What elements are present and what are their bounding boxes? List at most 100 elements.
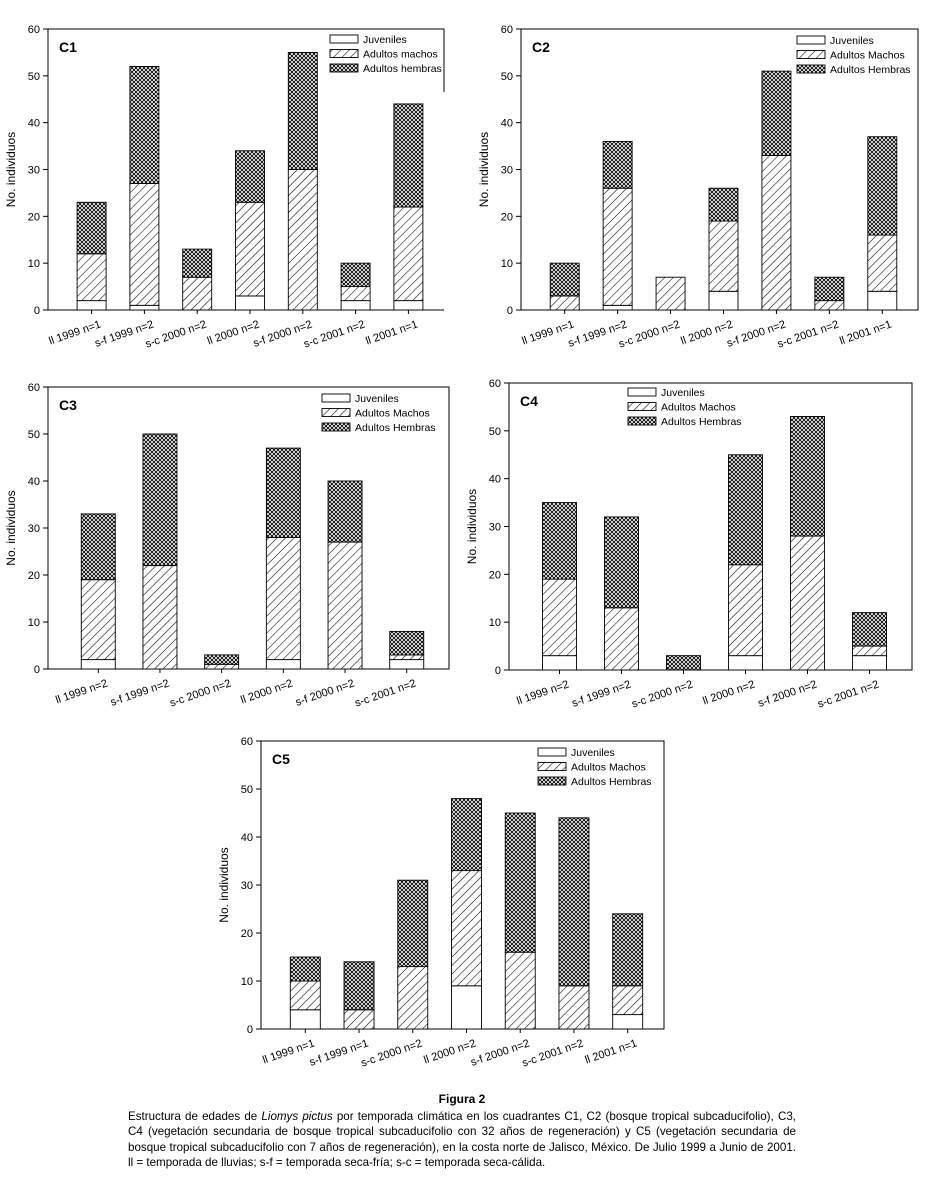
legend-swatch-juveniles [537, 747, 567, 757]
legend-swatch-hembras [796, 64, 826, 74]
caption-text-lead: Estructura de edades de [128, 1109, 262, 1123]
bar-machos [76, 253, 107, 302]
bar-hembras [289, 956, 321, 982]
x-tick-label: ll 1999 n=1 [261, 1037, 316, 1066]
caption-title: Figura 2 [438, 1092, 486, 1106]
legend-label-machos: Adultos Machos [355, 408, 430, 420]
y-tick-label: 40 [28, 476, 40, 488]
bar-machos [235, 201, 265, 297]
x-tick-label: ll 1999 n=2 [515, 678, 570, 707]
bar-machos [182, 276, 213, 311]
y-tick-label: 10 [28, 617, 40, 629]
bar-hembras [76, 201, 107, 255]
x-tick-label: s-f 1999 n=2 [570, 678, 632, 709]
bar-machos [708, 220, 739, 292]
bar-hembras [451, 798, 482, 872]
bar-juveniles [129, 304, 160, 311]
bar-hembras [182, 248, 213, 278]
y-tick-label: 50 [489, 426, 501, 438]
legend-swatch-juveniles [796, 35, 826, 45]
bar-machos [814, 300, 845, 311]
bar-hembras [612, 913, 644, 987]
legend-label-juveniles: Juveniles [661, 387, 705, 399]
legend-label-hembras: Adultos Hembras [661, 416, 742, 428]
y-tick-label: 20 [501, 211, 513, 223]
legend-swatch-hembras [537, 776, 567, 786]
bar-machos [327, 541, 363, 670]
y-tick-label: 0 [495, 665, 501, 677]
y-axis-label: No. individuos [477, 132, 491, 207]
legend-swatch-hembras [329, 63, 359, 73]
bar-machos [728, 564, 763, 657]
bar-juveniles [289, 1009, 321, 1030]
bar-juveniles [80, 659, 116, 670]
legend-swatch-juveniles [321, 393, 351, 403]
y-tick-label: 60 [501, 24, 513, 36]
bar-hembras [235, 150, 265, 203]
x-tick-label: ll 2000 n=2 [239, 677, 294, 706]
x-tick-label: s-f 2000 n=2 [756, 678, 818, 709]
x-tick-label: s-c 2001 n=2 [302, 318, 366, 350]
bar-hembras [397, 879, 429, 968]
legend: Juveniles Adultos Machos Adultos Hembras [627, 387, 742, 428]
x-tick-label: s-c 2000 n=2 [630, 678, 694, 710]
bar-juveniles [852, 655, 887, 671]
legend-label-juveniles: Juveniles [571, 747, 615, 759]
bar-hembras [340, 262, 371, 288]
bar-hembras [708, 187, 739, 222]
y-tick-label: 10 [28, 258, 40, 270]
bar-machos [129, 183, 160, 306]
bar-juveniles [451, 985, 482, 1030]
legend-label-machos: Adultos Machos [661, 402, 736, 414]
bar-juveniles [867, 290, 898, 311]
bar-hembras [728, 454, 763, 566]
bar-hembras [790, 416, 825, 537]
chart-c4: 0 10 20 30 40 50 60 No. individuos C4 ll 1999 n=2… [465, 378, 913, 711]
y-tick-label: 0 [34, 305, 40, 317]
y-tick-label: 10 [501, 258, 513, 270]
y-tick-label: 20 [241, 928, 253, 940]
y-tick-label: 50 [28, 429, 40, 441]
bar-hembras [393, 103, 424, 208]
bar-juveniles [235, 295, 265, 311]
bar-machos [790, 535, 825, 671]
x-tick-label: ll 2001 n=1 [584, 1037, 639, 1066]
bar-hembras [142, 433, 178, 567]
bar-juveniles [389, 659, 425, 670]
bar-juveniles [340, 300, 371, 311]
bar-machos [602, 187, 633, 306]
bar-hembras [814, 276, 845, 302]
x-tick-label: s-f 1999 n=2 [109, 677, 171, 708]
x-tick-label: ll 2000 n=2 [701, 678, 756, 707]
bar-hembras [129, 66, 160, 185]
bar-hembras [504, 812, 536, 953]
y-tick-label: 60 [28, 24, 40, 36]
bar-machos [504, 951, 536, 1030]
bar-machos [343, 1009, 375, 1030]
bar-machos [393, 206, 424, 302]
chart-c5: 0 10 20 30 40 50 60 No. individuos C5 ll 1999 n=1… [217, 736, 665, 1070]
y-tick-label: 40 [241, 832, 253, 844]
y-axis-label: No. individuos [4, 490, 18, 565]
y-tick-label: 60 [241, 736, 253, 748]
bar-machos [612, 985, 644, 1016]
x-tick-label: ll 2001 n=1 [364, 318, 419, 347]
y-tick-label: 60 [489, 378, 501, 390]
bar-juveniles [708, 290, 739, 311]
x-tick-label: s-c 2000 n=2 [168, 677, 232, 709]
x-tick-label: s-f 2000 n=2 [294, 677, 356, 708]
legend-label-hembras: Adultos hembras [363, 63, 442, 75]
y-tick-label: 50 [241, 784, 253, 796]
y-tick-label: 10 [489, 617, 501, 629]
bar-machos [655, 276, 686, 311]
legend-label-juveniles: Juveniles [363, 34, 407, 46]
bar-machos [542, 578, 577, 657]
legend-label-machos: Adultos Machos [830, 50, 905, 62]
y-tick-label: 0 [34, 664, 40, 676]
legend-swatch-machos [321, 408, 351, 417]
bar-machos [204, 663, 240, 670]
bar-juveniles [602, 304, 633, 311]
caption-text-body: por temporada climática en los cuadrante… [128, 1109, 796, 1170]
bar-machos [142, 565, 178, 670]
panel-label: C2 [532, 39, 550, 55]
